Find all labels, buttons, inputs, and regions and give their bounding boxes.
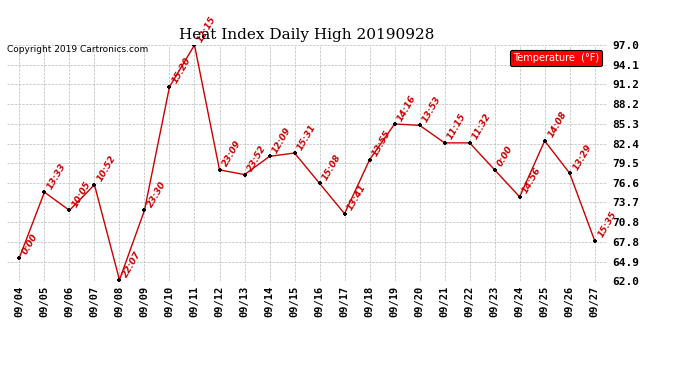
Text: 10:52: 10:52 xyxy=(96,154,118,183)
Text: 13:53: 13:53 xyxy=(421,94,443,124)
Text: 15:08: 15:08 xyxy=(321,153,343,182)
Text: 12:15: 12:15 xyxy=(196,14,218,44)
Point xyxy=(414,122,425,128)
Point xyxy=(514,194,525,200)
Point xyxy=(164,84,175,90)
Text: 22:07: 22:07 xyxy=(121,249,143,279)
Point xyxy=(239,172,250,178)
Point xyxy=(439,140,450,146)
Text: 13:29: 13:29 xyxy=(571,142,593,172)
Point xyxy=(64,207,75,213)
Text: 14:56: 14:56 xyxy=(521,166,543,195)
Point xyxy=(264,153,275,159)
Title: Heat Index Daily High 20190928: Heat Index Daily High 20190928 xyxy=(179,28,435,42)
Text: 23:30: 23:30 xyxy=(146,180,168,209)
Text: Copyright 2019 Cartronics.com: Copyright 2019 Cartronics.com xyxy=(7,45,148,54)
Point xyxy=(464,140,475,146)
Point xyxy=(589,238,600,244)
Text: 23:52: 23:52 xyxy=(246,144,268,173)
Point xyxy=(314,180,325,186)
Text: 14:08: 14:08 xyxy=(546,110,568,140)
Text: 15:20: 15:20 xyxy=(171,56,193,86)
Text: 13:41: 13:41 xyxy=(346,183,368,212)
Point xyxy=(489,167,500,173)
Text: 23:09: 23:09 xyxy=(221,139,243,168)
Point xyxy=(114,277,125,283)
Text: 0:00: 0:00 xyxy=(496,145,515,168)
Text: 14:16: 14:16 xyxy=(396,93,418,123)
Text: 13:55: 13:55 xyxy=(371,129,393,158)
Text: 0:00: 0:00 xyxy=(21,232,40,256)
Point xyxy=(539,138,550,144)
Point xyxy=(139,207,150,213)
Point xyxy=(564,170,575,176)
Point xyxy=(214,167,225,173)
Text: 12:09: 12:09 xyxy=(271,126,293,155)
Point xyxy=(39,189,50,195)
Point xyxy=(89,182,100,188)
Point xyxy=(189,42,200,48)
Text: 13:33: 13:33 xyxy=(46,162,68,191)
Point xyxy=(14,255,25,261)
Text: 15:31: 15:31 xyxy=(296,122,318,152)
Text: 10:05: 10:05 xyxy=(71,180,93,209)
Point xyxy=(389,121,400,127)
Point xyxy=(339,211,350,217)
Text: 15:35: 15:35 xyxy=(596,210,618,239)
Point xyxy=(289,150,300,156)
Point xyxy=(364,157,375,163)
Text: 11:15: 11:15 xyxy=(446,112,468,141)
Legend: Temperature  (°F): Temperature (°F) xyxy=(511,50,602,66)
Text: 11:32: 11:32 xyxy=(471,112,493,141)
